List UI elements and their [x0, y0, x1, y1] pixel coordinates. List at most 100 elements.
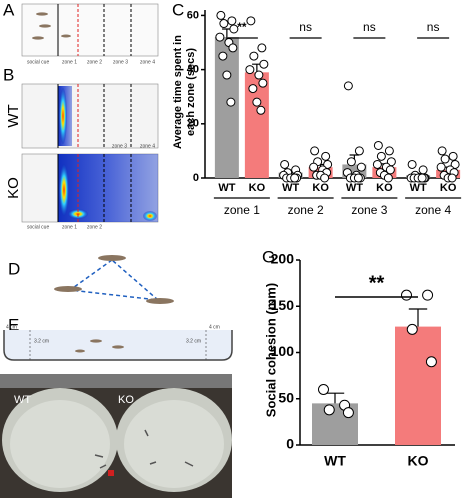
data-point [354, 146, 364, 156]
data-point [417, 173, 427, 183]
y-tick-label: 50 [278, 389, 294, 405]
data-point [346, 157, 356, 167]
dish-label: KO [118, 394, 134, 406]
data-point [229, 24, 239, 34]
panel-letter: E [8, 315, 19, 334]
tank-diagram [3, 330, 233, 361]
zone-label: zone 3 [112, 143, 127, 149]
y-tick-label: 200 [271, 251, 295, 267]
zone-label: zone 1 [62, 224, 77, 230]
zone-label: social cue [27, 224, 49, 230]
heatmap-ko [21, 153, 159, 223]
data-point [219, 19, 229, 29]
data-point [248, 84, 258, 94]
data-point [249, 51, 259, 61]
data-point [259, 59, 269, 69]
data-point [258, 78, 268, 88]
dim-label: 4 cm [209, 324, 220, 330]
x-tick-label: WT [282, 182, 299, 194]
x-tick-label: WT [346, 182, 363, 194]
data-point [436, 162, 446, 172]
row-label: WT [5, 104, 22, 127]
data-point [320, 173, 330, 183]
dim-label: 3.2 cm [34, 338, 49, 344]
group-label: zone 3 [351, 203, 387, 217]
x-tick-label: WT [218, 182, 235, 194]
data-point [218, 51, 228, 61]
data-point [372, 159, 382, 169]
panel-letter: A [3, 0, 15, 19]
data-point [353, 173, 363, 183]
panel-letter: G [262, 247, 275, 266]
data-point [376, 151, 386, 161]
y-tick-label: 40 [187, 64, 199, 76]
x-tick-label: KO [440, 182, 457, 194]
y-tick-label: 0 [286, 436, 294, 452]
data-point [321, 151, 331, 161]
x-tick-label: KO [408, 453, 429, 469]
y-tick-label: 60 [187, 9, 199, 21]
y-tick-label: 0 [193, 172, 199, 184]
y-tick-label: 20 [187, 118, 199, 130]
data-point [215, 32, 225, 42]
dim-label: 4 cm [6, 324, 17, 330]
data-point [222, 70, 232, 80]
data-point [356, 162, 366, 172]
data-point [447, 173, 457, 183]
data-point [227, 16, 237, 26]
row-label: KO [5, 177, 22, 199]
data-point [384, 146, 394, 156]
data-point [257, 43, 267, 53]
data-point [280, 159, 290, 169]
dim-label: 3.2 cm [186, 338, 201, 344]
data-point [323, 404, 335, 416]
x-tick-label: WT [410, 182, 427, 194]
data-point [290, 173, 300, 183]
data-point [226, 97, 236, 107]
data-point [256, 105, 266, 115]
x-tick-label: KO [312, 182, 329, 194]
zone-label: zone 2 [87, 224, 102, 230]
sig-label: ** [237, 20, 247, 34]
error-bar [408, 308, 428, 327]
data-point [383, 173, 393, 183]
heatmap-wt [21, 83, 159, 149]
data-point [440, 154, 450, 164]
y-axis-label: Average time spent in [172, 35, 184, 149]
data-point [252, 97, 262, 107]
data-point [422, 289, 434, 301]
panel-letter: B [3, 65, 14, 84]
data-point [437, 146, 447, 156]
data-point [406, 323, 418, 335]
y-axis-label: Social cohesion (mm) [263, 283, 278, 417]
data-point [385, 165, 395, 175]
zone-label: social cue [27, 59, 49, 65]
y-tick-label: 150 [271, 297, 295, 313]
y-axis-label: each zone (secs) [185, 48, 197, 136]
panel-letter: C [172, 0, 184, 19]
group-label: zone 2 [288, 203, 324, 217]
data-point [254, 70, 264, 80]
data-point [310, 146, 320, 156]
bar [214, 37, 239, 179]
arena-a [21, 3, 159, 57]
sig-label: ns [427, 20, 440, 34]
data-point [407, 159, 417, 169]
bar [395, 326, 441, 445]
data-point [246, 16, 256, 26]
data-point [342, 407, 354, 419]
y-tick-label: 100 [271, 343, 295, 359]
data-point [343, 81, 353, 91]
zone-label: zone 4 [140, 59, 155, 65]
data-point [425, 356, 437, 368]
data-point [373, 140, 383, 150]
data-point [318, 384, 329, 395]
panel-letter: D [8, 259, 20, 278]
sig-label: ns [363, 20, 376, 34]
group-label: zone 4 [415, 203, 451, 217]
data-point [418, 165, 428, 175]
group-label: zone 1 [224, 203, 260, 217]
data-point [401, 289, 412, 301]
data-point [309, 162, 319, 172]
